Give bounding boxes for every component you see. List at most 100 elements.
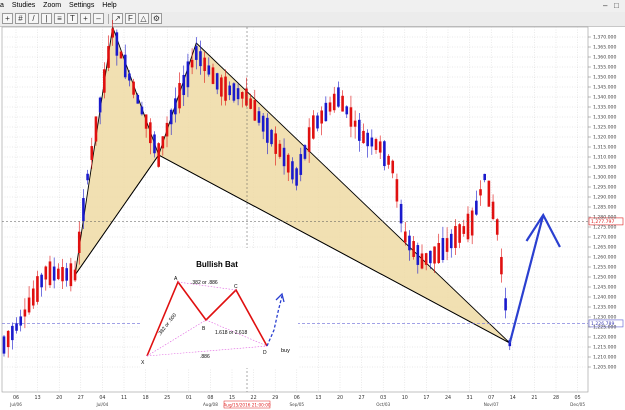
candle-body — [36, 276, 39, 302]
candle-body — [270, 129, 273, 145]
menu-item-studies[interactable]: Studies — [11, 2, 36, 9]
crosshair-tool-icon[interactable]: + — [2, 13, 13, 24]
arrow-tool-icon[interactable]: ↗ — [112, 13, 123, 24]
inset-ac-ratio — [177, 281, 237, 291]
candle-body — [278, 143, 282, 157]
candle-body — [182, 74, 186, 96]
settings-tool-icon[interactable]: ⚙ — [151, 13, 162, 24]
candle-body — [240, 92, 244, 99]
date-tick-label: 06 — [13, 395, 19, 401]
date-tick-label: 13 — [315, 395, 321, 401]
price-tick-label: 1,265.000 — [593, 245, 616, 251]
inset-label-c: C — [234, 284, 238, 290]
candle-body — [128, 73, 131, 81]
inset-bd-ratio — [205, 319, 268, 347]
candle-body — [295, 168, 298, 186]
date-tick-label: 03 — [380, 395, 386, 401]
candle-body — [391, 160, 395, 174]
candle-body — [224, 76, 227, 101]
date-tick-label: 11 — [121, 395, 127, 401]
menu-item-help[interactable]: Help — [102, 2, 117, 9]
menu-item-file[interactable]: a — [0, 2, 4, 9]
price-tick-label: 1,320.000 — [593, 135, 616, 141]
maximize-icon[interactable]: □ — [614, 1, 619, 10]
pattern-tool-icon[interactable]: △ — [138, 13, 149, 24]
candle-body — [312, 115, 315, 139]
candle-body — [161, 136, 165, 149]
date-tick-label: 22 — [251, 395, 257, 401]
price-tick-label: 1,270.000 — [593, 235, 616, 241]
zoom-in-icon[interactable]: + — [80, 13, 91, 24]
date-tick-label: 24 — [445, 395, 451, 401]
candle-body — [416, 245, 420, 265]
candle-body — [324, 102, 328, 122]
inset-ratio-xd: .886 — [200, 354, 210, 360]
candle-body — [337, 87, 340, 107]
date-tick-label: 29 — [272, 395, 278, 401]
candle-body — [345, 106, 349, 115]
price-tick-label: 1,340.000 — [593, 95, 616, 101]
text-tool-icon[interactable]: T — [67, 13, 78, 24]
price-tick-label: 1,255.000 — [593, 265, 616, 271]
candle-body — [61, 267, 64, 282]
candle-body — [383, 141, 386, 167]
date-tick-label: 15 — [229, 395, 235, 401]
menu-item-zoom[interactable]: Zoom — [43, 2, 62, 9]
price-tick-label: 1,305.000 — [593, 165, 616, 171]
fib-tool-icon[interactable]: F — [125, 13, 136, 24]
price-tick-label: 1,315.000 — [593, 145, 616, 151]
candle-body — [153, 134, 156, 154]
candle-body — [232, 83, 236, 101]
menu-bar: a Studies Zoom Settings Help – □ — [0, 0, 625, 12]
candle-body — [358, 119, 361, 141]
price-tick-label: 1,215.000 — [593, 345, 616, 351]
line-tool-icon[interactable]: / — [28, 13, 39, 24]
inset-arrow-shaft — [266, 295, 283, 347]
candle-body — [220, 77, 223, 97]
crosshair-price-tag — [588, 217, 624, 226]
candle-body — [15, 323, 18, 331]
level-price-tag — [588, 319, 624, 328]
date-tick-label: 27 — [359, 395, 365, 401]
candle-body — [119, 51, 123, 59]
price-tick-label: 1,355.000 — [593, 65, 616, 71]
candle-body — [462, 226, 466, 234]
price-tick-label: 1,280.000 — [593, 215, 616, 221]
candle-body — [11, 325, 14, 341]
inset-xb-ratio — [146, 319, 207, 357]
month-label: Jul/04 — [96, 402, 109, 407]
candle-body — [19, 316, 23, 326]
candle-body — [144, 114, 148, 129]
candle-body — [408, 235, 411, 251]
candle-body — [470, 210, 474, 236]
zoom-out-icon[interactable]: – — [93, 13, 104, 24]
candle-body — [82, 198, 85, 222]
candle-body — [73, 269, 77, 281]
menu-item-settings[interactable]: Settings — [69, 2, 95, 9]
month-label: Aug/08 — [203, 402, 218, 407]
minimize-icon[interactable]: – — [603, 1, 608, 10]
candle-body — [77, 231, 81, 253]
candle-body — [190, 59, 194, 68]
price-tick-label: 1,295.000 — [593, 185, 616, 191]
bar-tool-icon[interactable]: ≡ — [54, 13, 65, 24]
candle-body — [449, 233, 453, 249]
date-tick-label: 01 — [186, 395, 192, 401]
candle-body — [31, 288, 35, 306]
price-tick-label: 1,345.000 — [593, 85, 616, 91]
date-tick-label: 10 — [402, 395, 408, 401]
candle-body — [395, 179, 399, 202]
candle-body — [274, 133, 277, 154]
candle-body — [299, 154, 303, 175]
date-tick-label: 31 — [467, 395, 473, 401]
candle-body — [261, 115, 265, 132]
date-tick-label: 25 — [164, 395, 170, 401]
candle-body — [483, 173, 486, 181]
candle-body — [103, 69, 106, 93]
inset-title: Bullish Bat — [196, 260, 238, 269]
candle-body — [445, 238, 449, 252]
candle-body — [52, 266, 56, 281]
candle-tool-icon[interactable]: | — [41, 13, 52, 24]
grid-tool-icon[interactable]: # — [15, 13, 26, 24]
